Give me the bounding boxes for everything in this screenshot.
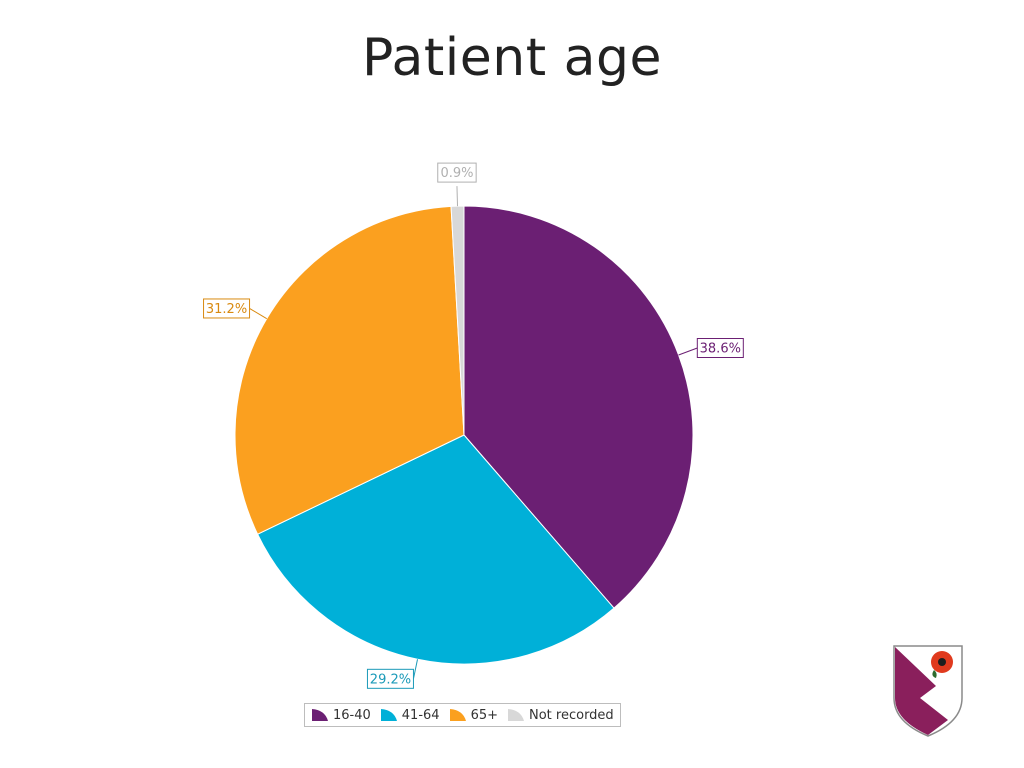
legend-label: 65+	[470, 707, 498, 723]
data-label-text: 38.6%	[700, 342, 741, 357]
shield-crest-icon	[893, 645, 963, 737]
data-label-text: 29.2%	[370, 672, 411, 687]
data-label: 0.9%	[437, 162, 477, 183]
pie-slice	[234, 205, 465, 535]
legend-item: 65+	[449, 708, 498, 723]
chart-legend: 16-40 41-64 65+ Not recorded	[304, 703, 621, 727]
data-label: 29.2%	[366, 668, 414, 689]
data-label-text: 31.2%	[206, 302, 247, 317]
legend-swatch-shape	[312, 709, 328, 721]
legend-swatch-icon	[449, 709, 466, 721]
legend-label: 16-40	[333, 707, 371, 723]
legend-swatch-shape	[508, 709, 524, 721]
pie-slice	[450, 205, 465, 436]
legend-swatch-icon	[312, 709, 328, 721]
poppy-leaf	[932, 670, 937, 678]
crest-diagonal-band	[895, 647, 948, 735]
pie-slice	[463, 205, 694, 609]
data-label-text: 0.9%	[440, 166, 473, 181]
legend-item: 16-40	[311, 708, 371, 723]
data-label: 38.6%	[696, 338, 744, 359]
pie-slice	[256, 434, 615, 665]
data-label-box	[203, 298, 251, 319]
legend-swatch-shape	[380, 709, 397, 721]
data-label-box	[696, 338, 744, 359]
legend-swatch-icon	[508, 709, 524, 721]
legend-label: Not recorded	[529, 707, 614, 723]
leader-line	[678, 347, 698, 356]
data-label-box	[366, 668, 414, 689]
legend-label: 41-64	[401, 707, 440, 723]
legend-swatch-shape	[449, 709, 466, 721]
leader-line	[456, 186, 459, 207]
leader-line	[249, 308, 268, 320]
data-label-box	[437, 162, 477, 183]
page-title: Patient age	[362, 28, 662, 88]
legend-item: Not recorded	[507, 708, 614, 723]
poppy-center	[938, 658, 946, 666]
legend-swatch-icon	[380, 709, 397, 721]
data-labels: 38.6% 29.2% 31.2% 0.9%	[203, 162, 744, 689]
label-leader-lines	[249, 186, 698, 679]
pie-slices	[234, 205, 694, 665]
data-label: 31.2%	[203, 298, 251, 319]
legend-item: 41-64	[380, 708, 440, 723]
leader-line	[412, 659, 419, 679]
